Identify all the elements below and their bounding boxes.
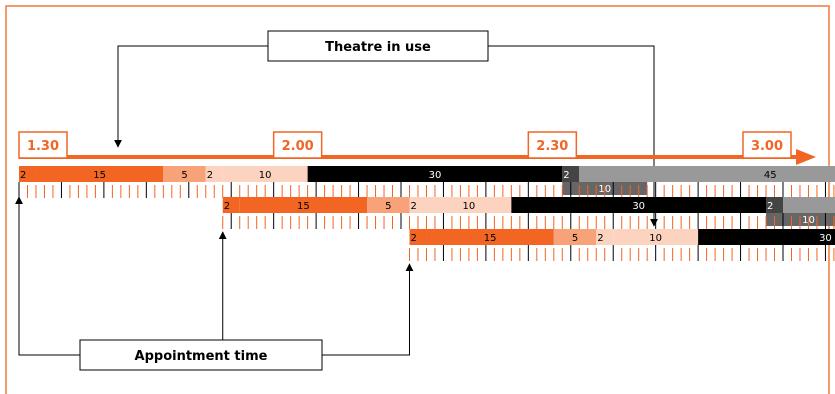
segment-1: 15 xyxy=(35,166,164,182)
time-label-text: 2.30 xyxy=(536,139,568,154)
minute-ruler xyxy=(18,182,835,198)
segment-label: 30 xyxy=(429,170,442,181)
minute-ruler xyxy=(408,245,835,261)
segment-5: 30 xyxy=(698,229,835,245)
appointment-time-label: Appointment time xyxy=(135,349,268,364)
segment-label: 2 xyxy=(207,170,213,181)
segment-2: 5 xyxy=(367,197,410,213)
segment-2: 5 xyxy=(553,229,597,245)
theatre-leader-left xyxy=(114,45,268,148)
segment-1: 15 xyxy=(239,197,368,213)
segment-5: 30 xyxy=(307,166,563,182)
segment-label: 2 xyxy=(410,233,416,244)
time-label-text: 3.00 xyxy=(751,139,783,154)
time-label-1: 2.00 xyxy=(272,131,323,159)
time-label-2: 2.30 xyxy=(527,131,578,159)
segment-label: 2 xyxy=(597,233,603,244)
segment-3: 2 xyxy=(409,197,427,213)
timeline-arrowhead xyxy=(796,149,816,165)
segment-0: 2 xyxy=(409,229,427,245)
appointment-leader-1 xyxy=(15,196,80,356)
segment-5: 30 xyxy=(511,197,767,213)
segment-6: 2 xyxy=(766,197,783,213)
segment-3: 2 xyxy=(205,166,223,182)
theatre-in-use-label: Theatre in use xyxy=(325,40,431,55)
segment-label: 2 xyxy=(224,201,230,212)
segment-2: 5 xyxy=(163,166,206,182)
segment-label: 5 xyxy=(181,170,187,181)
segment-label: 15 xyxy=(93,170,106,181)
appointment-time-callout: Appointment time xyxy=(79,339,323,371)
segment-label: 45 xyxy=(764,170,777,181)
segment-1: 15 xyxy=(426,229,554,245)
appointment-leader-3 xyxy=(322,263,414,356)
segment-7: 45 xyxy=(579,166,835,182)
segment-6: 2 xyxy=(562,166,580,182)
theatre-in-use-callout: Theatre in use xyxy=(267,30,489,62)
segment-4: 10 xyxy=(426,197,512,213)
patient-row-0: 215521030245510 xyxy=(18,166,835,198)
segment-label: 30 xyxy=(819,233,832,244)
sub-segment: 10 xyxy=(766,213,835,226)
segment-label: 10 xyxy=(259,170,272,181)
segment-label: 15 xyxy=(297,201,310,212)
segment-label: 15 xyxy=(484,233,497,244)
patient-row-1: 215521030245510 xyxy=(222,197,835,229)
segment-3: 2 xyxy=(596,229,614,245)
patient-row-2: 215521030245510 xyxy=(408,229,835,261)
time-label-3: 3.00 xyxy=(742,131,792,159)
time-label-text: 1.30 xyxy=(27,139,59,154)
segment-7: 45 xyxy=(783,197,835,213)
segment-4: 10 xyxy=(613,229,699,245)
minute-ruler xyxy=(222,213,835,229)
segment-label: 2 xyxy=(563,170,569,181)
segment-label: 2 xyxy=(20,170,26,181)
segment-label: 30 xyxy=(632,201,645,212)
segment-0: 2 xyxy=(222,197,240,213)
segment-label: 2 xyxy=(767,201,773,212)
segment-label: 2 xyxy=(410,201,416,212)
segment-label: 10 xyxy=(463,201,476,212)
time-label-0: 1.30 xyxy=(18,131,68,159)
time-label-text: 2.00 xyxy=(282,139,314,154)
segment-0: 2 xyxy=(19,166,36,182)
segment-4: 10 xyxy=(222,166,308,182)
segment-label: 5 xyxy=(572,233,578,244)
segment-label: 5 xyxy=(385,201,391,212)
segment-label: 10 xyxy=(649,233,662,244)
